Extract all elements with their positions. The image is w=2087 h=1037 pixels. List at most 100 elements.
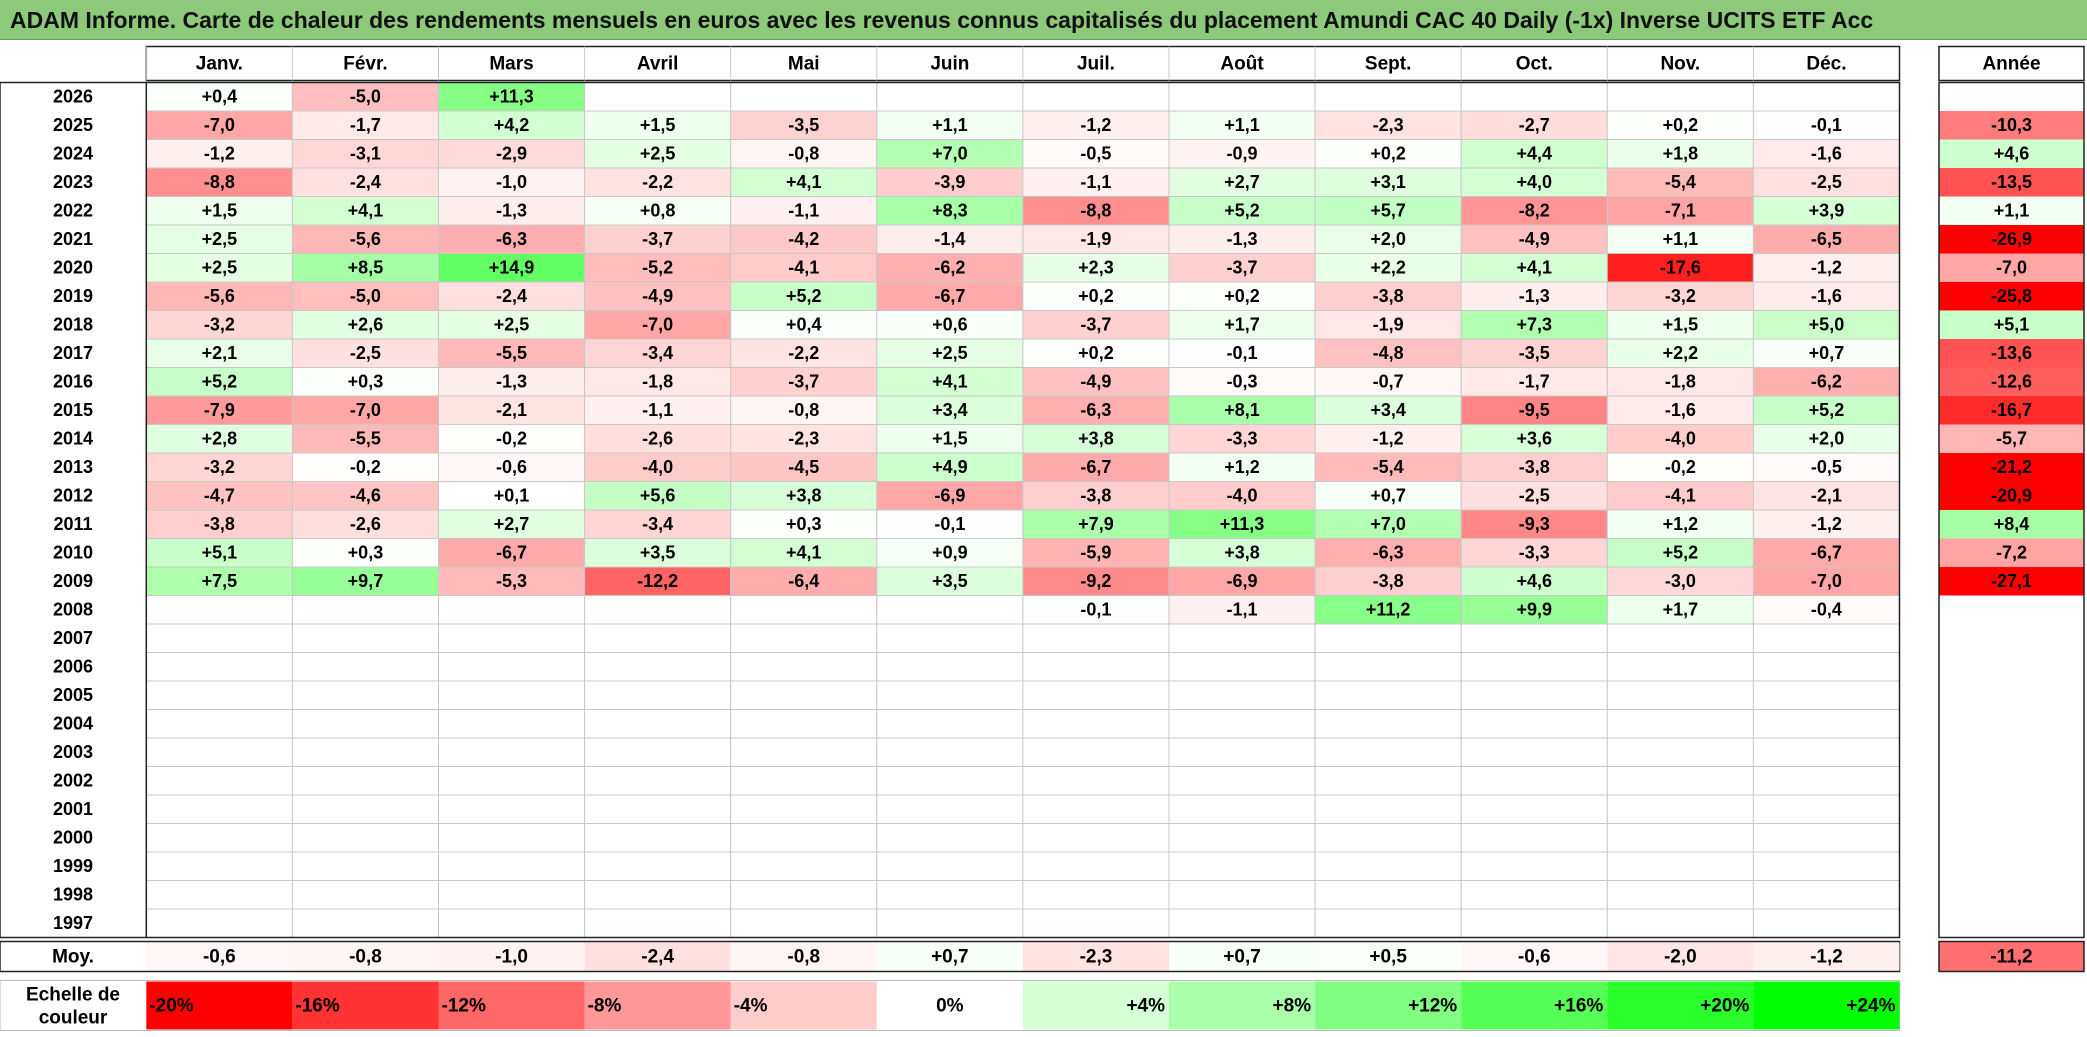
- cell-value: -1,2: [1373, 429, 1404, 449]
- heatmap-cell: [1460, 851, 1608, 881]
- heatmap-cell: [145, 110, 293, 140]
- heatmap-cell: [145, 794, 293, 824]
- heatmap-cell: [584, 652, 732, 682]
- heatmap-cell: [1752, 310, 1901, 340]
- cell-value: -1,7: [1519, 372, 1550, 392]
- heatmap-cell: [1752, 167, 1901, 197]
- heatmap-cell: [1314, 167, 1462, 197]
- heatmap-cell: [876, 880, 1024, 910]
- color-scale-swatch: [1315, 981, 1462, 1030]
- heatmap-cell: [145, 367, 293, 397]
- cell-value: +2,8: [202, 429, 238, 449]
- cell-value: -6,3: [496, 229, 527, 249]
- average-value: -0,6: [203, 947, 236, 968]
- annual-header-cell: [1938, 45, 2085, 82]
- heatmap-cell: [291, 367, 439, 397]
- cell-value: -1,2: [1811, 514, 1842, 534]
- heatmap-cell: [1022, 766, 1170, 796]
- cell-value: +9,7: [348, 571, 384, 591]
- cell-value: +0,2: [1078, 343, 1114, 363]
- annual-value: -27,1: [1991, 571, 2032, 591]
- month-header: Nov.: [1660, 54, 1700, 75]
- heatmap-cell: [1022, 310, 1170, 340]
- cell-value: +7,0: [1370, 514, 1406, 534]
- heatmap-cell: [1314, 82, 1462, 112]
- cell-value: -3,4: [642, 514, 673, 534]
- annual-value: +5,1: [1994, 315, 2030, 335]
- heatmap-cell: [1314, 196, 1462, 226]
- heatmap-cell: [1168, 538, 1316, 568]
- year-label: 2024: [53, 144, 93, 164]
- cell-value: +9,9: [1516, 600, 1552, 620]
- color-scale-swatch: [292, 981, 439, 1030]
- cell-value: +2,6: [348, 315, 384, 335]
- heatmap-cell: [291, 737, 439, 767]
- heatmap-cell: [1460, 709, 1608, 739]
- heatmap-cell: [1022, 709, 1170, 739]
- cell-value: -7,0: [204, 115, 235, 135]
- heatmap-cell: [730, 338, 878, 368]
- annual-cell: [1939, 567, 2084, 596]
- cell-value: +8,1: [1224, 400, 1260, 420]
- heatmap-cell: [1606, 908, 1754, 938]
- heatmap-cell: [1460, 139, 1608, 169]
- cell-value: +0,3: [786, 514, 822, 534]
- heatmap-cell: [1022, 680, 1170, 710]
- heatmap-cell: [438, 452, 586, 482]
- heatmap-cell: [438, 766, 586, 796]
- year-label: 2006: [53, 657, 93, 677]
- cell-value: -7,0: [350, 400, 381, 420]
- cell-value: -1,1: [1080, 172, 1111, 192]
- average-cell: [876, 942, 1023, 971]
- cell-value: -2,5: [1811, 172, 1842, 192]
- cell-value: +2,1: [202, 343, 238, 363]
- cell-value: -4,1: [1665, 486, 1696, 506]
- cell-value: -3,8: [1373, 571, 1404, 591]
- heatmap-cell: [876, 196, 1024, 226]
- cell-value: -4,9: [1519, 229, 1550, 249]
- cell-value: +1,5: [202, 201, 238, 221]
- month-header: Mai: [788, 54, 820, 75]
- cell-value: +0,8: [640, 201, 676, 221]
- heatmap-cell: [1168, 737, 1316, 767]
- heatmap-cell: [1460, 395, 1608, 425]
- heatmap-cell: [1022, 224, 1170, 254]
- year-label: 2010: [53, 543, 93, 563]
- average-cell: [146, 942, 293, 971]
- annual-cell: [1939, 367, 2084, 396]
- cell-value: +3,4: [1370, 400, 1406, 420]
- heatmap-cell: [1752, 281, 1901, 311]
- cell-value: -2,5: [1519, 486, 1550, 506]
- heatmap-cell: [1022, 452, 1170, 482]
- cell-value: +3,8: [1078, 429, 1114, 449]
- heatmap-cell: [1606, 82, 1754, 112]
- cell-value: +1,5: [640, 115, 676, 135]
- cell-value: -3,8: [1080, 486, 1111, 506]
- cell-value: -1,3: [496, 372, 527, 392]
- average-value: -1,0: [495, 947, 528, 968]
- heatmap-cell: [1460, 253, 1608, 283]
- cell-value: +4,1: [786, 172, 822, 192]
- heatmap-cell: [291, 908, 439, 938]
- heatmap-cell: [876, 823, 1024, 853]
- heatmap-cell: [730, 709, 878, 739]
- annual-cell: [1939, 168, 2084, 197]
- heatmap-cell: [1022, 823, 1170, 853]
- cell-value: +7,3: [1516, 315, 1552, 335]
- color-scale-tick: -8%: [588, 996, 622, 1017]
- cell-value: +5,0: [1809, 315, 1845, 335]
- heatmap-cell: [438, 82, 586, 112]
- heatmap-cell: [584, 680, 732, 710]
- heatmap-cell: [1460, 766, 1608, 796]
- heatmap-cell: [1314, 823, 1462, 853]
- heatmap-cell: [1314, 253, 1462, 283]
- average-value: -0,6: [1518, 947, 1551, 968]
- cell-value: -6,3: [1080, 400, 1111, 420]
- heatmap-cell: [1460, 452, 1608, 482]
- cell-value: +0,2: [1224, 286, 1260, 306]
- annual-value: +1,1: [1994, 201, 2030, 221]
- year-label: 2015: [53, 400, 93, 420]
- average-cell: [438, 942, 585, 971]
- color-scale-tick: 0%: [936, 996, 964, 1017]
